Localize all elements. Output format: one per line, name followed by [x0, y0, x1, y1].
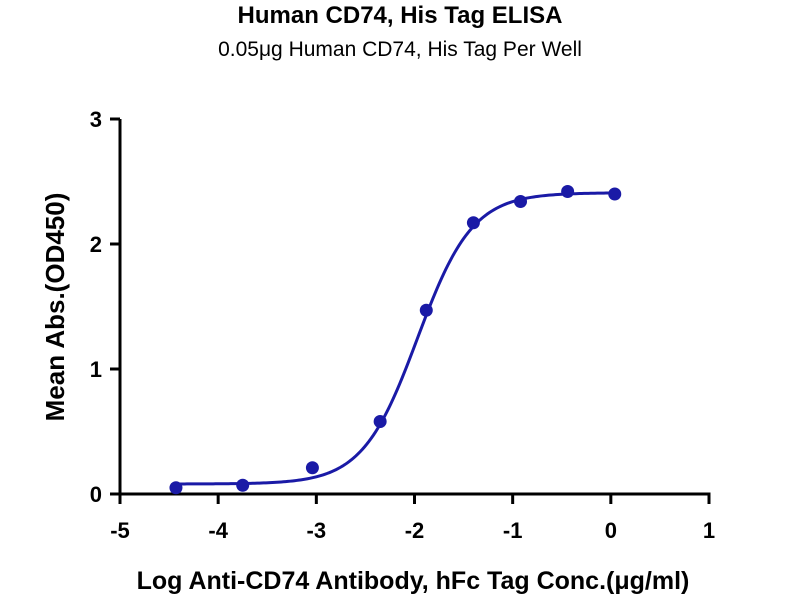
y-tick-label: 1: [90, 357, 102, 382]
y-tick-label: 2: [90, 232, 102, 257]
fit-curve: [175, 191, 615, 486]
data-point: [373, 415, 387, 428]
data-point: [561, 185, 575, 198]
x-tick-label: -4: [208, 518, 228, 543]
axes: -5 -4 -3 -2 -1 0 1 0 1 2 3: [90, 107, 715, 543]
chart-title: Human CD74, His Tag ELISA: [237, 2, 563, 29]
x-axis-label: Log Anti-CD74 Antibody, hFc Tag Conc.(μg…: [137, 567, 690, 595]
plot-area: [169, 185, 622, 495]
x-tick-label: -5: [110, 518, 130, 543]
y-tick-label: 3: [90, 107, 102, 132]
data-point: [419, 303, 433, 317]
data-point: [514, 195, 528, 208]
data-point: [305, 461, 319, 475]
data-point: [466, 216, 480, 230]
x-tick-label: -1: [503, 518, 523, 543]
data-point: [236, 478, 250, 492]
x-tick-label: -3: [307, 518, 327, 543]
chart-subtitle: 0.05μg Human CD74, His Tag Per Well: [218, 38, 582, 61]
x-tick-label: -2: [405, 518, 425, 543]
x-tick-label: 1: [703, 518, 715, 543]
x-tick-label: 0: [605, 518, 617, 543]
data-point: [608, 187, 622, 201]
y-axis-label: Mean Abs.(OD450): [40, 193, 70, 422]
data-point: [169, 481, 183, 495]
y-tick-label: 0: [90, 482, 102, 507]
